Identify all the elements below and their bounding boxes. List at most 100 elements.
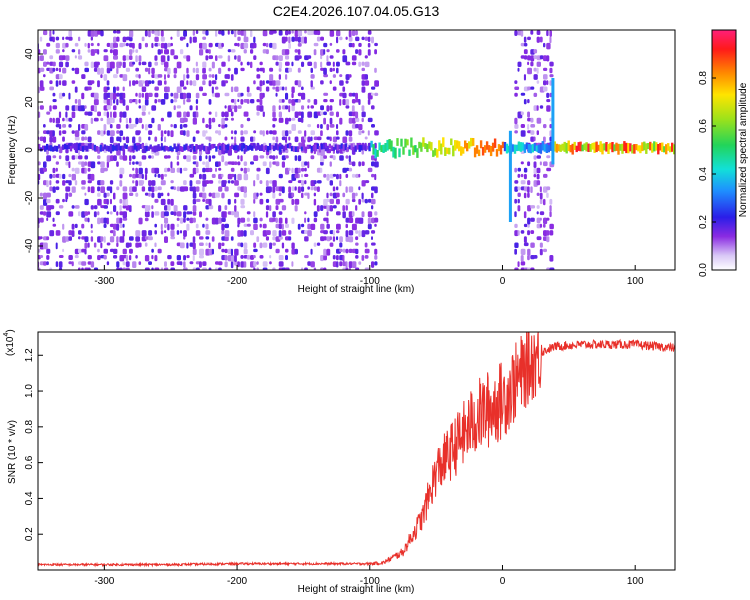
spectrogram-cell: [125, 105, 129, 111]
spectrogram-cell: [39, 192, 43, 197]
spectrogram-cell: [160, 61, 164, 66]
spectrogram-cell: [208, 192, 212, 197]
spectrogram-cell: [78, 155, 83, 160]
carrier-cell: [63, 143, 67, 150]
spectrogram-cell: [183, 261, 186, 268]
spectrogram-cell: [253, 261, 257, 267]
spectrogram-cell: [243, 42, 249, 49]
spectrogram-cell: [361, 86, 366, 93]
spectrogram-cell: [71, 80, 76, 84]
spectrogram-cell: [345, 223, 348, 229]
spectrogram-cell: [237, 186, 241, 191]
spectrogram-cell: [243, 36, 249, 43]
spectrogram-cell: [129, 49, 133, 55]
spectrogram-cell: [240, 92, 244, 97]
spectrogram-cell: [39, 36, 43, 42]
spectrogram-cell: [253, 55, 257, 60]
carrier-cell: [495, 149, 499, 157]
spectrogram-cell: [189, 186, 194, 192]
spectrogram-cell: [93, 30, 99, 37]
carrier-cell: [38, 143, 41, 150]
carrier-cell: [432, 150, 435, 157]
carrier-cell: [545, 143, 548, 153]
spectrogram-cell: [160, 136, 163, 142]
spectrogram-cell: [43, 167, 47, 172]
spectrogram-cell: [195, 186, 200, 192]
spectrogram-cell: [199, 42, 203, 49]
spectrogram-cell: [186, 223, 190, 231]
spectrogram-cell: [234, 261, 239, 266]
spectrogram-cell: [536, 205, 540, 209]
spectrogram-cell: [144, 67, 149, 72]
spectrogram-cell: [253, 248, 258, 253]
spectrogram-cell: [221, 192, 225, 199]
spectrogram-cell: [55, 186, 60, 191]
spectrogram-cell: [272, 80, 276, 86]
spectrogram-cell: [269, 242, 273, 250]
spectrogram-cell: [527, 67, 532, 75]
spectrogram-cell: [224, 230, 230, 237]
spectrogram-cell: [38, 161, 41, 166]
spectrogram-cell: [345, 105, 350, 109]
spectrogram-cell: [78, 230, 82, 235]
spectrogram-cell: [361, 67, 365, 72]
spectrogram-cell: [103, 111, 107, 117]
spectrogram-cell: [259, 223, 262, 228]
spectrogram-cell: [301, 173, 304, 178]
carrier-cell: [583, 143, 586, 151]
spectrogram-cell: [192, 36, 197, 43]
spectrogram-cell: [106, 161, 109, 168]
spectrogram-cell: [170, 124, 173, 128]
carrier-cell: [452, 145, 455, 157]
spectrogram-cell: [202, 42, 207, 50]
carrier-cell: [631, 144, 634, 154]
spectrogram-cell: [320, 161, 324, 166]
spectrogram-cell: [364, 267, 370, 270]
spectrogram-cell: [144, 99, 149, 106]
spectrogram-cell: [106, 198, 109, 205]
spectrogram-cell: [304, 36, 307, 44]
spectrogram-cell: [129, 99, 133, 104]
spectrogram-cell: [138, 136, 142, 143]
spectrogram-cell: [195, 111, 199, 118]
spectrogram-cell: [339, 173, 342, 180]
carrier-cell: [300, 146, 304, 151]
spectrogram-cell: [52, 186, 56, 193]
spectrogram-cell: [129, 173, 132, 178]
spectrogram-cell: [243, 192, 247, 198]
spectrogram-cell: [285, 136, 288, 143]
spectrogram-cell: [109, 180, 114, 185]
spectrogram-cell: [281, 161, 285, 168]
spectrogram-cell: [103, 74, 108, 81]
spectrogram-cell: [148, 80, 152, 85]
spectrogram-cell: [58, 74, 63, 80]
spectrogram-cell: [291, 61, 294, 67]
spectrogram-cell: [199, 155, 202, 162]
spectrogram-cell: [71, 67, 75, 71]
spectrogram-cell: [361, 230, 366, 238]
spectrogram-cell: [97, 61, 100, 66]
spectrogram-cell: [351, 117, 356, 124]
spectrogram-cell: [46, 255, 50, 260]
spectrogram-cell: [132, 161, 135, 165]
carrier-cell: [264, 145, 268, 151]
spectrogram-cell: [367, 198, 372, 203]
spectrogram-cell: [167, 223, 170, 231]
spectrogram-cell: [259, 86, 262, 92]
spectrogram-cell: [46, 198, 51, 204]
spectrogram-cell: [374, 261, 378, 266]
carrier-cell: [531, 144, 535, 153]
carrier-cell: [569, 145, 572, 153]
spectrogram-cell: [256, 74, 261, 79]
spectrogram-cell: [297, 49, 301, 55]
spectrogram-cell: [285, 105, 289, 110]
spectrogram-cell: [361, 61, 365, 66]
spectrogram-cell: [523, 167, 528, 173]
spectrogram-cell: [307, 192, 310, 199]
snr-panel: -300 -200 -100 0 100 0.20.40.60.81.01.2 Heig…: [3, 329, 676, 595]
spectrogram-cell: [148, 67, 151, 75]
spectrogram-cell: [205, 230, 211, 235]
spectrogram-cell: [348, 42, 353, 48]
spectrogram-cell: [227, 180, 231, 184]
spectrogram-cell: [543, 161, 548, 167]
